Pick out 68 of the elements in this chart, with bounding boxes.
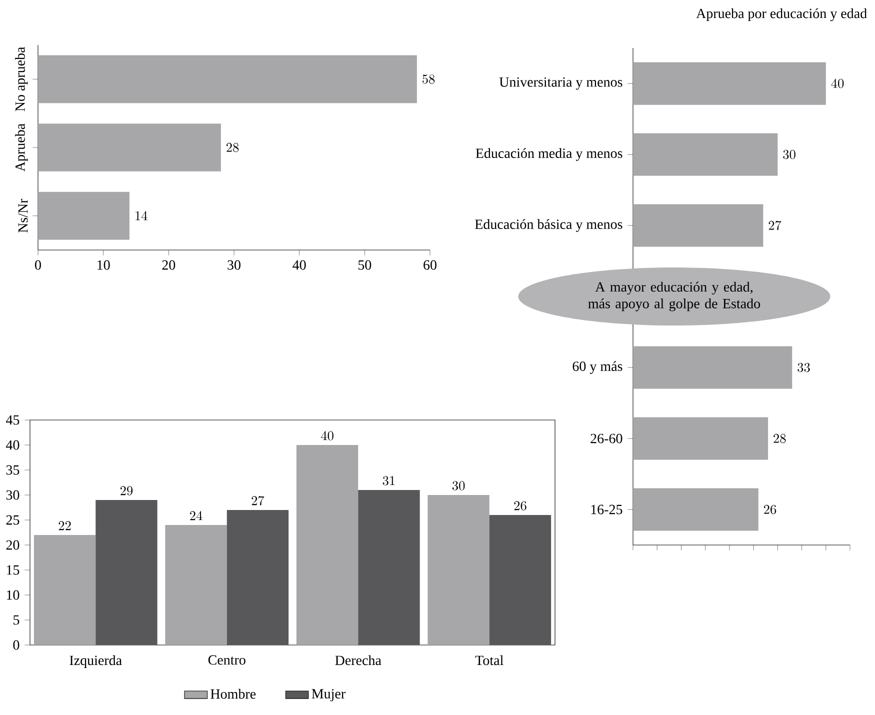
data-label: 29	[120, 486, 133, 496]
bar	[358, 490, 420, 645]
data-label: 40	[320, 431, 334, 440]
data-label: 33	[798, 362, 810, 372]
y-tick-label: 60 y más	[572, 361, 622, 374]
data-label: 26	[764, 504, 776, 514]
y-tick-label: 16-25	[591, 504, 622, 514]
x-tick-label: Derecha	[335, 655, 382, 666]
x-tick-label: 40	[292, 260, 306, 270]
data-label: 22	[58, 521, 71, 530]
y-tick-label: Ns/Nr	[18, 198, 28, 233]
bar	[38, 192, 130, 240]
y-tick-label: Educación media y menos	[476, 148, 622, 161]
y-tick-label: Universitaria y menos	[499, 77, 622, 90]
y-tick-label: 5	[14, 615, 20, 625]
bar	[633, 417, 768, 460]
bar	[633, 488, 758, 531]
data-label: 26	[514, 501, 526, 510]
bar	[38, 55, 417, 104]
data-label: 31	[382, 476, 395, 486]
data-label: 27	[252, 496, 264, 506]
data-label: 30	[783, 150, 796, 160]
x-tick-label: Total	[475, 655, 504, 666]
y-tick-label: 25	[6, 515, 20, 525]
annotation: A mayor educación y edad, más apoyo al golpe de Estado	[588, 282, 760, 312]
legend-label: Mujer	[312, 689, 346, 702]
x-tick-label: 50	[358, 260, 372, 270]
bar	[38, 124, 221, 172]
data-label: 27	[768, 220, 782, 230]
y-tick-label: 40	[6, 440, 20, 450]
y-tick-label: Educación básica y menos	[475, 219, 622, 232]
y-tick-label: 30	[6, 490, 20, 500]
x-tick-label: Izquierda	[70, 655, 122, 668]
x-tick-label: 0	[35, 260, 41, 270]
data-label: 28	[226, 142, 239, 152]
y-tick-label: No aprueba	[15, 46, 28, 112]
bar	[633, 346, 792, 389]
x-tick-label: 30	[228, 260, 240, 270]
y-tick-label: 0	[13, 640, 20, 650]
data-label: 40	[831, 78, 844, 88]
bar	[226, 510, 289, 645]
y-tick-label: 45	[6, 415, 20, 425]
bar	[633, 62, 826, 105]
data-label: 24	[190, 511, 202, 520]
y-tick-label: Aprueba	[15, 124, 28, 172]
data-label: 58	[422, 74, 435, 84]
y-tick-label: 10	[6, 590, 20, 600]
legend-label: Hombre	[210, 688, 256, 699]
x-tick-label: 60	[424, 260, 436, 270]
data-label: 14	[136, 211, 148, 220]
bar	[633, 204, 764, 247]
data-label: 30	[452, 481, 465, 490]
bar	[34, 535, 96, 645]
y-tick-label: 20	[6, 540, 20, 550]
bar	[428, 494, 490, 645]
y-tick-label: 26-60	[590, 434, 622, 444]
x-tick-label: 20	[162, 260, 176, 270]
bar	[165, 525, 227, 645]
bar	[296, 445, 358, 645]
chart-title: Aprueba por educación y edad	[696, 8, 867, 22]
bar	[633, 133, 778, 176]
x-tick-label: Centro	[208, 655, 246, 665]
y-tick-label: 35	[6, 465, 20, 475]
y-tick-label: 15	[6, 565, 20, 575]
x-tick-label: 10	[98, 260, 110, 270]
data-label: 28	[774, 434, 786, 444]
bar	[489, 515, 552, 645]
bar	[96, 500, 158, 645]
